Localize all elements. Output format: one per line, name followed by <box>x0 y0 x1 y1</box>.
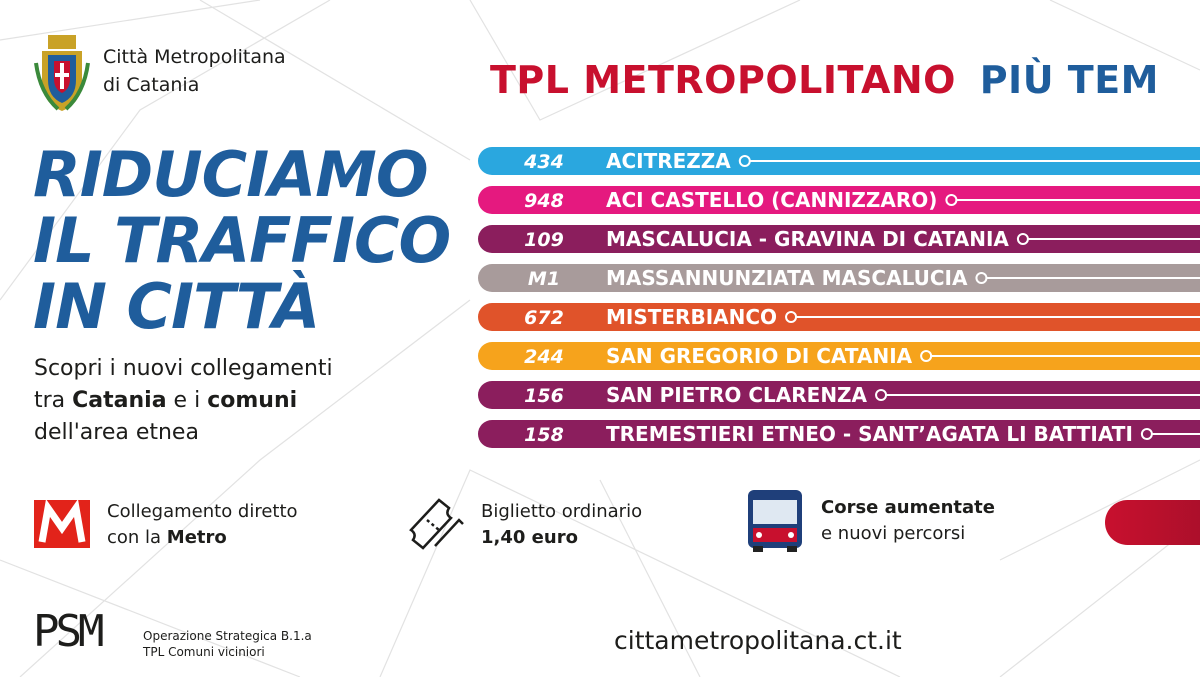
route-bar <box>478 186 1200 214</box>
subtitle-text: e i <box>166 388 208 413</box>
subtitle-bold: Catania <box>72 388 167 413</box>
banner-title: TPL METROPOLITANO PIÙ TEM <box>490 58 1159 102</box>
feature-bold: Corse aumentate <box>821 497 995 518</box>
feature: Collegamento diretto con la Metro <box>107 499 298 551</box>
route-number: 672 <box>524 307 564 329</box>
cta-pill <box>1105 500 1200 545</box>
route-bar <box>478 264 1200 292</box>
route-name: ACITREZZA <box>606 149 731 173</box>
route-name: MISTERBIANCO <box>606 305 777 329</box>
route-bar <box>478 420 1200 448</box>
subtitle-text: tra <box>34 388 73 413</box>
route-name: MASCALUCIA - GRAVINA DI CATANIA <box>606 227 1009 251</box>
feature-text: Biglietto ordinario <box>481 501 643 522</box>
feature-text: con la Metro <box>107 525 298 551</box>
subtitle: tra Catania e i comuni <box>34 385 297 417</box>
route-number: 434 <box>523 151 564 173</box>
route-list: 434 ACITREZZA 948 ACI CASTELLO (CANNIZZARO)… <box>478 147 1200 448</box>
org-name: di Catania <box>103 74 200 96</box>
subtitle-bold: comuni <box>207 388 298 413</box>
feature: Corse aumentate e nuovi percorsi <box>821 495 995 547</box>
route-name: SAN GREGORIO DI CATANIA <box>606 344 913 368</box>
route-bar <box>478 342 1200 370</box>
feature-text: Collegamento diretto <box>107 501 298 522</box>
route-bar <box>478 381 1200 409</box>
operation: Operazione Strategica B.1.a TPL Comuni v… <box>143 628 312 660</box>
feature-text: e nuovi percorsi <box>821 523 966 544</box>
metro-icon <box>34 500 90 548</box>
feature-bold: 1,40 euro <box>481 527 578 548</box>
operation-text: Operazione Strategica B.1.a <box>143 629 312 643</box>
route-number: M1 <box>528 268 560 290</box>
bus-icon <box>748 490 802 552</box>
route-number: 156 <box>524 385 564 407</box>
banner-part: PIÙ TEM <box>979 58 1159 102</box>
route-number: 109 <box>524 229 564 251</box>
route-name: SAN PIETRO CLARENZA <box>606 383 868 407</box>
operation-text: TPL Comuni viciniori <box>143 645 265 659</box>
feature: Biglietto ordinario 1,40 euro <box>481 499 642 551</box>
feature-text: con la <box>107 527 167 548</box>
route-bar <box>478 225 1200 253</box>
subtitle: Scopri i nuovi collegamenti <box>34 356 333 381</box>
website: cittametropolitana.ct.it <box>614 626 902 655</box>
route-number: 158 <box>524 424 564 446</box>
feature-bold: Metro <box>166 527 227 548</box>
ticket-icon <box>409 498 464 550</box>
org-name: Città Metropolitana <box>103 46 286 68</box>
headline-line: IN CITTÀ <box>33 270 320 343</box>
subtitle: dell'area etnea <box>34 420 199 445</box>
psm-logo: PSM <box>33 606 105 657</box>
banner-part: TPL METROPOLITANO <box>490 58 956 102</box>
route-name: ACI CASTELLO (CANNIZZARO) <box>606 188 937 212</box>
route-name: MASSANNUNZIATA MASCALUCIA <box>606 266 968 290</box>
headline-line: RIDUCIAMO <box>33 138 429 211</box>
headline-line: IL TRAFFICO <box>33 204 451 277</box>
route-number: 948 <box>524 190 564 212</box>
route-name: TREMESTIERI ETNEO - SANT’AGATA LI BATTIA… <box>606 422 1133 446</box>
coat-of-arms <box>34 35 90 111</box>
route-number: 244 <box>524 346 564 368</box>
